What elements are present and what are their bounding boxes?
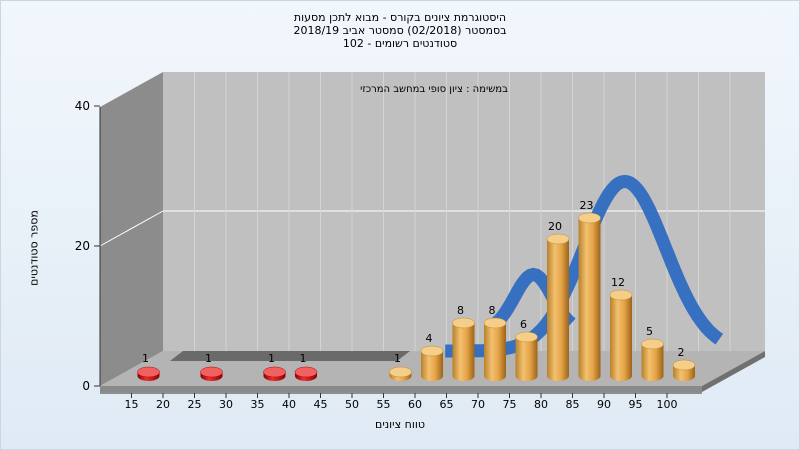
bar-body xyxy=(641,344,664,382)
bar-value-label: 1 xyxy=(394,352,401,365)
bar: 1 xyxy=(263,352,286,382)
x-tick-label: 15 xyxy=(125,398,139,411)
chart-title-line-1: היסטוגרמת ציונים בקורס - מבוא לתכן מסעות xyxy=(293,11,507,24)
bar-body xyxy=(421,351,443,381)
bar-top xyxy=(483,317,507,329)
bar-top xyxy=(515,331,538,343)
zero-bar-strip xyxy=(170,351,410,361)
x-tick-label: 95 xyxy=(629,398,643,411)
x-tick-label: 85 xyxy=(566,398,580,411)
bar-value-label: 1 xyxy=(142,352,149,365)
bar: 8 xyxy=(483,304,507,381)
bar: 1 xyxy=(389,352,412,382)
bar-value-label: 1 xyxy=(300,352,307,365)
bar-top xyxy=(420,345,444,357)
bar: 1 xyxy=(137,352,160,382)
bar: 12 xyxy=(609,276,633,381)
x-tick-label: 50 xyxy=(345,398,359,411)
annotation: במשימה : ציון סופי במחשב המרכזי xyxy=(360,84,508,95)
bar-value-label: 20 xyxy=(548,220,562,233)
y-axis: 0 20 40 xyxy=(75,99,101,393)
bar: 1 xyxy=(200,352,223,382)
bar-body xyxy=(547,239,569,381)
bar-value-label: 12 xyxy=(611,276,625,289)
bar-top xyxy=(294,366,318,378)
bar: 1 xyxy=(294,352,318,381)
bar-top xyxy=(263,366,286,378)
bar: 8 xyxy=(452,304,475,382)
bar-value-label: 6 xyxy=(520,318,527,331)
bar-top xyxy=(200,366,223,378)
bar-body xyxy=(610,295,632,381)
chart-title-line-2: בסמסטר (02/2018) סמסטר אביב 2018/19 xyxy=(293,24,507,37)
bar-body xyxy=(484,323,506,381)
bar-top xyxy=(641,338,664,350)
chart-title-line-3: סטודנטים רשומים - 102 xyxy=(342,37,458,50)
grid-lines xyxy=(99,72,765,351)
x-tick-label: 35 xyxy=(251,398,265,411)
bar: 6 xyxy=(515,318,538,382)
x-tick-label: 70 xyxy=(471,398,485,411)
bar-value-label: 23 xyxy=(580,199,594,212)
x-tick-label: 40 xyxy=(282,398,296,411)
x-tick-label: 100 xyxy=(657,398,678,411)
bar: 20 xyxy=(546,220,570,381)
x-axis: 15 20 25 30 35 40 45 50 55 60 65 70 75 80 85 90 95 100 xyxy=(100,392,702,411)
bar-top xyxy=(137,366,160,378)
x-tick-label: 80 xyxy=(534,398,548,411)
x-tick-label: 55 xyxy=(377,398,391,411)
bar-body xyxy=(578,218,601,382)
bar-top xyxy=(672,359,696,371)
bar: 23 xyxy=(578,199,601,382)
floor-right-edge xyxy=(702,351,765,392)
bar-body xyxy=(515,337,538,382)
bar-value-label: 2 xyxy=(678,346,685,359)
y-tick-label: 20 xyxy=(75,239,90,253)
bar: 2 xyxy=(672,346,696,381)
x-axis-label: טווח ציונים xyxy=(375,418,425,431)
bar-top xyxy=(609,289,633,301)
x-tick-label: 60 xyxy=(408,398,422,411)
bar-value-label: 1 xyxy=(205,352,212,365)
bars: 1 1 1 1 1 4 8 8 6 20 23 12 5 2 xyxy=(137,199,696,382)
bar-value-label: 1 xyxy=(268,352,275,365)
floor-front-edge xyxy=(100,386,702,392)
x-tick-label: 90 xyxy=(597,398,611,411)
bar-top xyxy=(578,212,601,224)
bar-body xyxy=(452,323,475,382)
bar-value-label: 4 xyxy=(426,332,433,345)
bar: 5 xyxy=(641,325,664,382)
x-tick-label: 20 xyxy=(156,398,170,411)
y-axis-label: מספר סטודנטים xyxy=(27,210,41,286)
y-tick-label: 0 xyxy=(82,379,90,393)
x-tick-label: 75 xyxy=(503,398,517,411)
bar-value-label: 8 xyxy=(489,304,496,317)
x-tick-label: 30 xyxy=(219,398,233,411)
x-tick-label: 45 xyxy=(314,398,328,411)
bar-top xyxy=(389,366,412,378)
bar-value-label: 8 xyxy=(457,304,464,317)
x-tick-label: 65 xyxy=(440,398,454,411)
bar-top xyxy=(546,233,570,245)
y-tick-label: 40 xyxy=(75,99,90,113)
x-tick-label: 25 xyxy=(188,398,202,411)
grid-line xyxy=(99,210,164,247)
bar-value-label: 5 xyxy=(646,325,653,338)
bar-top xyxy=(452,317,475,329)
bar: 4 xyxy=(420,332,444,381)
